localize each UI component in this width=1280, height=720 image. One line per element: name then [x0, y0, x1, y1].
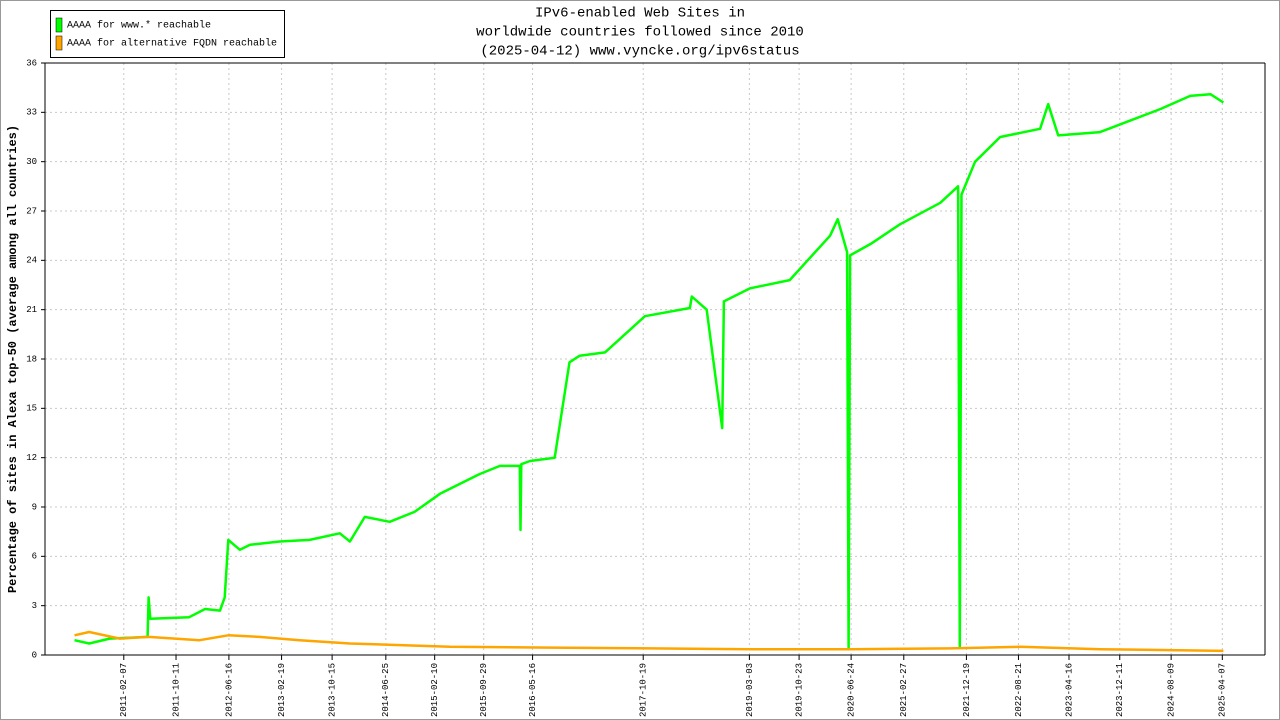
- x-tick-label: 2014-06-25: [381, 663, 391, 717]
- y-tick-label: 6: [32, 552, 37, 562]
- legend-box: [50, 10, 285, 58]
- y-tick-label: 3: [32, 601, 37, 611]
- x-tick-label: 2016-05-16: [528, 663, 538, 717]
- x-tick-label: 2023-04-16: [1064, 663, 1074, 717]
- legend-swatch: [55, 35, 63, 51]
- x-tick-label: 2019-10-23: [794, 663, 804, 717]
- x-tick-label: 2011-02-07: [119, 663, 129, 717]
- x-tick-label: 2021-12-19: [962, 663, 972, 717]
- x-tick-label: 2023-12-11: [1115, 663, 1125, 717]
- x-tick-label: 2015-02-10: [430, 663, 440, 717]
- x-tick-label: 2024-08-09: [1167, 663, 1177, 717]
- y-axis-label: Percentage of sites in Alexa top-50 (ave…: [6, 125, 20, 593]
- x-tick-label: 2020-06-24: [846, 663, 856, 717]
- x-tick-label: 2022-08-21: [1014, 663, 1024, 717]
- y-tick-label: 0: [32, 650, 37, 660]
- x-tick-label: 2025-04-07: [1218, 663, 1228, 717]
- y-tick-label: 24: [26, 256, 37, 266]
- series-line: [74, 92, 1225, 650]
- chart-title: worldwide countries followed since 2010: [476, 25, 804, 41]
- y-tick-label: 18: [26, 354, 37, 364]
- x-tick-label: 2015-09-29: [479, 663, 489, 717]
- y-tick-label: 27: [26, 206, 37, 216]
- y-tick-label: 15: [26, 404, 37, 414]
- series-line: [74, 630, 1224, 653]
- x-tick-label: 2011-10-11: [171, 663, 181, 717]
- chart-title: (2025-04-12) www.vyncke.org/ipv6status: [480, 44, 799, 60]
- legend-swatch: [55, 17, 63, 33]
- x-tick-label: 2019-03-03: [745, 663, 755, 717]
- y-tick-label: 30: [26, 157, 37, 167]
- y-tick-label: 12: [26, 453, 37, 463]
- y-tick-label: 21: [26, 305, 37, 315]
- chart-title: IPv6-enabled Web Sites in: [535, 6, 745, 22]
- y-tick-label: 33: [26, 108, 37, 118]
- x-tick-label: 2013-10-15: [327, 663, 337, 717]
- legend-label: AAAA for alternative FQDN reachable: [67, 38, 277, 50]
- x-tick-label: 2017-10-19: [639, 663, 649, 717]
- y-tick-label: 9: [32, 502, 37, 512]
- y-tick-label: 36: [26, 58, 37, 68]
- x-tick-label: 2013-02-19: [277, 663, 287, 717]
- legend-label: AAAA for www.* reachable: [67, 20, 211, 32]
- x-tick-label: 2021-02-27: [899, 663, 909, 717]
- x-tick-label: 2012-06-16: [224, 663, 234, 717]
